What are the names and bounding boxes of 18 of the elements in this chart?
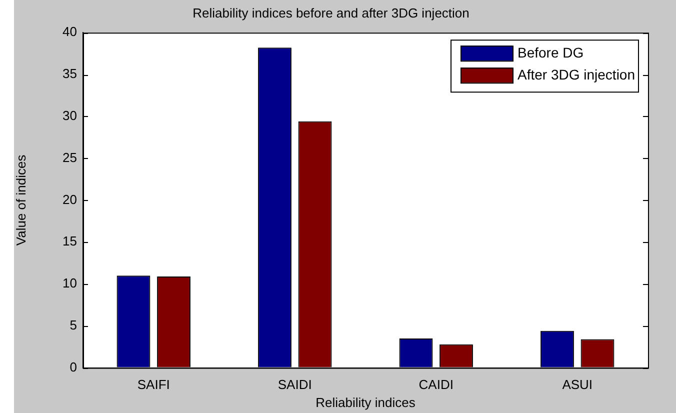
x-tick-label: ASUI — [562, 377, 593, 392]
y-tick-label: 0 — [70, 359, 77, 374]
y-tick-label: 10 — [62, 276, 77, 291]
x-tick-label: SAIFI — [137, 377, 170, 392]
y-axis-title: Value of indices — [13, 154, 28, 246]
y-tick-label: 40 — [62, 24, 77, 40]
legend-label: After 3DG injection — [518, 66, 636, 82]
chart-title: Reliability indices before and after 3DG injection — [192, 5, 470, 20]
x-tick-label: SAIDI — [278, 377, 312, 392]
y-tick-label: 15 — [62, 234, 77, 249]
y-tick-label: 25 — [62, 150, 77, 165]
x-axis-title: Reliability indices — [316, 394, 416, 410]
x-tick-label: CAIDI — [418, 377, 454, 392]
y-tick-label: 35 — [62, 66, 77, 82]
y-tick-label: 5 — [70, 317, 77, 332]
y-tick-label: 20 — [62, 192, 77, 207]
y-tick-label: 30 — [62, 108, 77, 123]
legend-label: Before DG — [518, 44, 584, 60]
